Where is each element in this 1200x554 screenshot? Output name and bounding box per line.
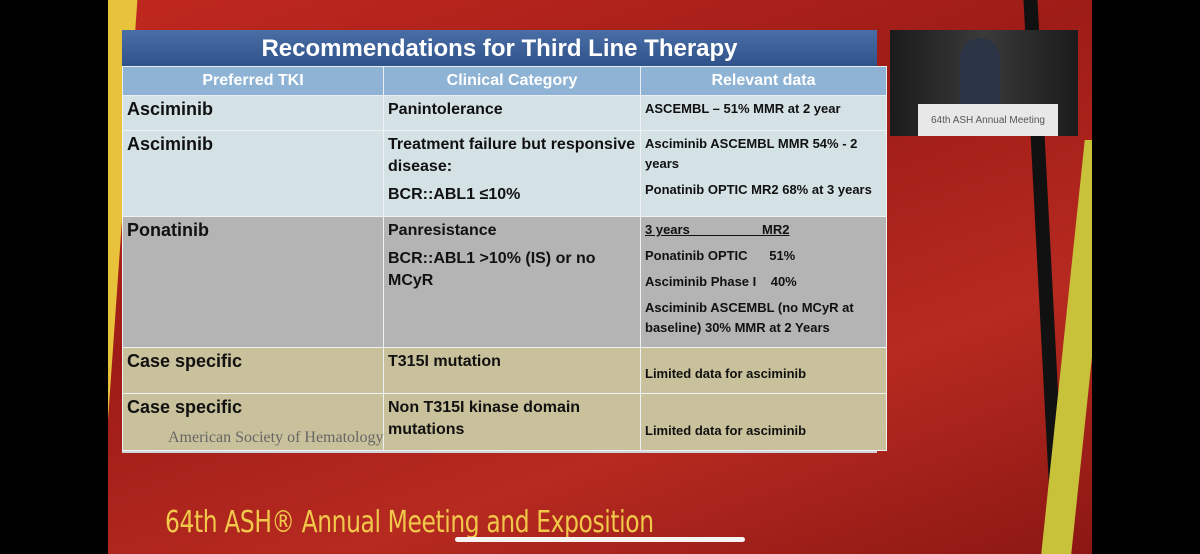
column-header: Preferred TKI (122, 66, 384, 96)
table-cell: Limited data for asciminib (640, 347, 887, 394)
table-cell: Panintolerance (383, 95, 641, 131)
table-cell: Limited data for asciminib (640, 393, 887, 451)
speaker (960, 38, 1000, 108)
cell-text: BCR::ABL1 ≤10% (388, 186, 521, 203)
table-cell: Non T315I kinase domain mutations (383, 393, 641, 451)
cell-text: Treatment failure but responsive disease… (388, 136, 640, 175)
recommendation-table: Preferred TKI Clinical Category Relevant d… (122, 66, 887, 451)
cell-text: Limited data for asciminib (645, 366, 807, 381)
home-indicator (455, 537, 745, 542)
cell-text: ASCEMBL – 51% MMR at 2 year (645, 101, 841, 116)
table-cell: T315I mutation (383, 347, 641, 394)
table-row: Case specific Non T315I kinase domain mut… (122, 393, 887, 451)
cell-text: T315I mutation (388, 353, 501, 370)
speaker-video: 64th ASH Annual Meeting (890, 30, 1078, 136)
table-row: Asciminib Treatment failure but responsiv… (122, 130, 887, 217)
table-cell: Case specific (122, 393, 384, 451)
society-logo: American Society of Hematology (168, 429, 384, 446)
cell-text: Non T315I kinase domain mutations (388, 399, 585, 438)
cell-text: Panresistance (388, 222, 497, 239)
table-cell: Case specific (122, 347, 384, 394)
podium-label: 64th ASH Annual Meeting (918, 104, 1058, 136)
cell-text: Ponatinib OPTIC MR2 68% at 3 years (645, 182, 872, 197)
cell-text: BCR::ABL1 >10% (IS) or no MCyR (388, 250, 601, 289)
column-header: Relevant data (640, 66, 887, 96)
table-cell: Asciminib (122, 130, 384, 217)
table-cell: Asciminib (122, 95, 384, 131)
cell-text: Case specific (127, 351, 243, 371)
slide-title: Recommendations for Third Line Therapy (122, 30, 877, 66)
cell-text: Asciminib Phase I 40% (645, 274, 797, 289)
table-row: Asciminib Panintolerance ASCEMBL – 51% MMR… (122, 95, 887, 131)
meeting-banner: 64th ASH® Annual Meeting and Exposition (165, 505, 654, 540)
cell-text: Asciminib (127, 99, 214, 119)
cell-text: Asciminib ASCEMBL (no MCyR at baseline) … (645, 300, 858, 335)
cell-text: Ponatinib OPTIC 51% (645, 248, 796, 263)
cell-text: Asciminib ASCEMBL MMR 54% - 2 years (645, 136, 861, 171)
cell-text: Limited data for asciminib (645, 423, 807, 438)
cell-text: Asciminib (127, 134, 214, 154)
cell-text: Case specific (127, 397, 243, 417)
table-cell: Treatment failure but responsive disease… (383, 130, 641, 217)
column-header: Clinical Category (383, 66, 641, 96)
table-cell: Asciminib ASCEMBL MMR 54% - 2 years Ponat… (640, 130, 887, 217)
table-row: Case specific T315I mutation Limited data … (122, 347, 887, 394)
table-cell: ASCEMBL – 51% MMR at 2 year (640, 95, 887, 131)
cell-text: Ponatinib (127, 220, 209, 240)
table-cell: 3 years MR2 Ponatinib OPTIC 51% Asciminib … (640, 216, 887, 348)
slide: Recommendations for Third Line Therapy P… (122, 30, 887, 453)
cell-text: 3 years MR2 (645, 222, 790, 237)
table-cell: Ponatinib (122, 216, 384, 348)
cell-text: Panintolerance (388, 101, 503, 118)
